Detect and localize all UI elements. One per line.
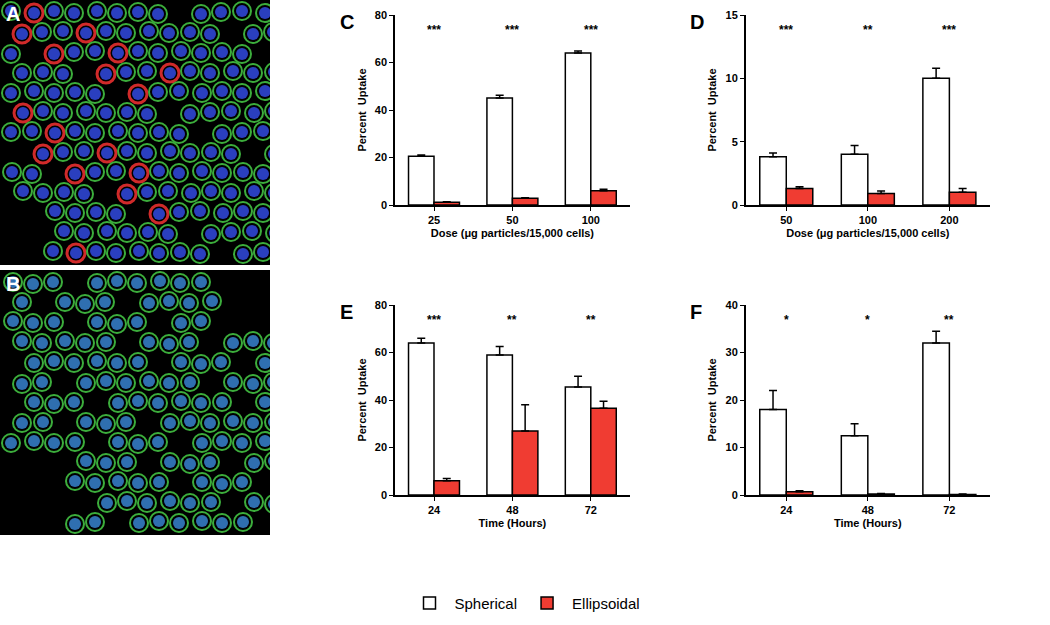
svg-text:72: 72 bbox=[943, 504, 955, 516]
svg-text:40: 40 bbox=[726, 299, 738, 311]
svg-text:Percent Uptake: Percent Uptake bbox=[706, 68, 718, 151]
svg-text:Percent Uptake: Percent Uptake bbox=[356, 358, 368, 441]
svg-text:*: * bbox=[784, 313, 789, 327]
svg-text:0: 0 bbox=[381, 199, 387, 211]
html-text:B: B bbox=[6, 273, 21, 295]
svg-text:Dose (μg particles/15,000 cell: Dose (μg particles/15,000 cells) bbox=[786, 227, 950, 239]
svg-text:40: 40 bbox=[375, 104, 387, 116]
svg-text:*: * bbox=[865, 313, 870, 327]
svg-text:***: *** bbox=[427, 23, 441, 37]
svg-text:24: 24 bbox=[428, 504, 441, 516]
svg-text:100: 100 bbox=[859, 214, 877, 226]
svg-text:20: 20 bbox=[726, 394, 738, 406]
svg-text:0: 0 bbox=[732, 199, 738, 211]
svg-text:30: 30 bbox=[726, 346, 738, 358]
svg-text:**: ** bbox=[863, 23, 873, 37]
svg-text:48: 48 bbox=[506, 504, 518, 516]
svg-text:25: 25 bbox=[428, 214, 440, 226]
svg-text:**: ** bbox=[944, 313, 954, 327]
svg-text:40: 40 bbox=[375, 394, 387, 406]
svg-text:80: 80 bbox=[375, 299, 387, 311]
svg-text:15: 15 bbox=[726, 9, 738, 21]
svg-text:**: ** bbox=[507, 313, 517, 327]
svg-text:Percent Uptake: Percent Uptake bbox=[706, 358, 718, 441]
svg-text:**: ** bbox=[586, 313, 596, 327]
svg-text:D: D bbox=[690, 11, 704, 33]
svg-text:***: *** bbox=[505, 23, 519, 37]
svg-text:Time (Hours): Time (Hours) bbox=[834, 517, 902, 529]
svg-text:20: 20 bbox=[375, 151, 387, 163]
svg-text:5: 5 bbox=[732, 136, 738, 148]
svg-text:80: 80 bbox=[375, 9, 387, 21]
svg-text:24: 24 bbox=[780, 504, 793, 516]
svg-text:60: 60 bbox=[375, 56, 387, 68]
svg-text:10: 10 bbox=[726, 441, 738, 453]
svg-text:C: C bbox=[340, 11, 354, 33]
svg-text:Time (Hours): Time (Hours) bbox=[479, 517, 547, 529]
svg-text:48: 48 bbox=[862, 504, 874, 516]
svg-text:***: *** bbox=[584, 23, 598, 37]
svg-text:0: 0 bbox=[381, 489, 387, 501]
svg-text:***: *** bbox=[427, 313, 441, 327]
svg-text:Percent Uptake: Percent Uptake bbox=[356, 68, 368, 151]
svg-text:***: *** bbox=[779, 23, 793, 37]
svg-text:Ellipsoidal: Ellipsoidal bbox=[572, 595, 640, 612]
svg-text:72: 72 bbox=[585, 504, 597, 516]
svg-text:***: *** bbox=[942, 23, 956, 37]
svg-text:Spherical: Spherical bbox=[455, 595, 518, 612]
svg-text:100: 100 bbox=[582, 214, 600, 226]
svg-text:10: 10 bbox=[726, 72, 738, 84]
svg-text:50: 50 bbox=[506, 214, 518, 226]
svg-text:Dose (μg particles/15,000 cell: Dose (μg particles/15,000 cells) bbox=[431, 227, 595, 239]
svg-text:0: 0 bbox=[732, 489, 738, 501]
html-text:A: A bbox=[6, 3, 21, 25]
svg-text:50: 50 bbox=[780, 214, 792, 226]
svg-text:60: 60 bbox=[375, 346, 387, 358]
svg-text:20: 20 bbox=[375, 441, 387, 453]
svg-text:F: F bbox=[690, 301, 702, 323]
svg-text:E: E bbox=[340, 301, 353, 323]
svg-text:200: 200 bbox=[940, 214, 958, 226]
